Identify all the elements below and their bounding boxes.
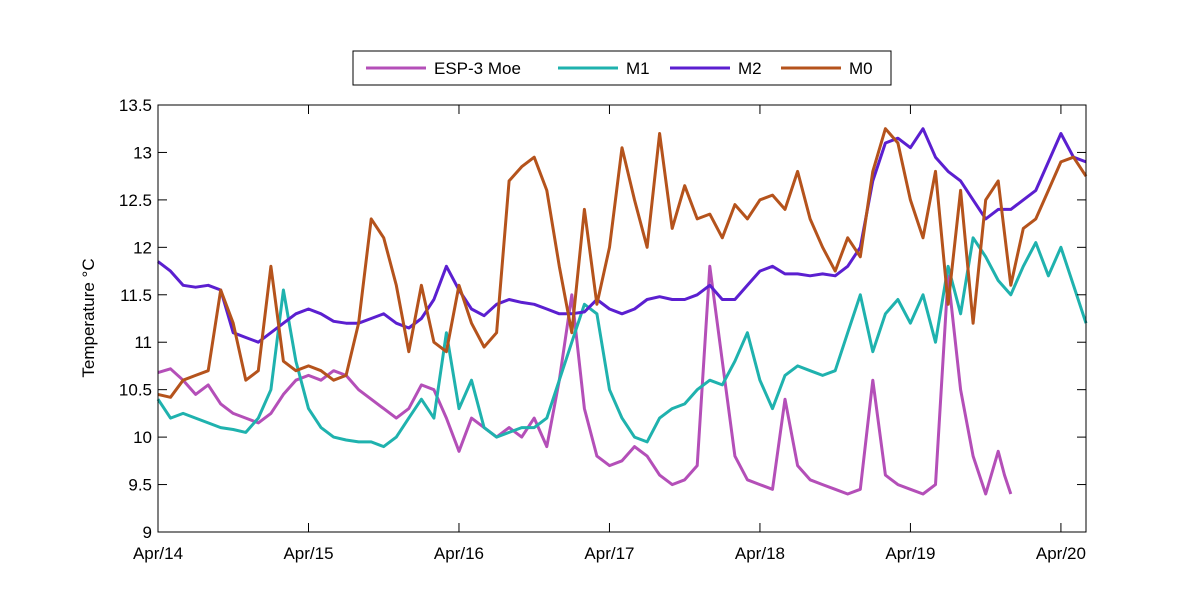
series-layer	[156, 127, 1088, 496]
y-tick-label: 10.5	[119, 381, 152, 400]
y-axis: 9 9.5 10 10.5 11 11.5 12 12.5 13 13.5	[119, 96, 1086, 542]
series-line-m1	[156, 236, 1088, 449]
series-line-m0	[157, 127, 1088, 399]
x-axis: Apr/14 Apr/15 Apr/16 Apr/17 Apr/18 Apr/19 Apr/…	[133, 105, 1086, 563]
series-line-esp-3-moe	[157, 264, 1013, 496]
plot-frame	[157, 104, 1087, 533]
x-tick-label: Apr/17	[584, 544, 634, 563]
y-tick-label: 11.5	[120, 286, 152, 305]
y-tick-label: 9	[143, 523, 152, 542]
y-tick-label: 12.5	[119, 191, 152, 210]
x-tick-label: Apr/18	[735, 544, 785, 563]
x-tick-label: Apr/19	[885, 544, 935, 563]
x-tick-label: Apr/20	[1036, 544, 1086, 563]
legend-label: ESP-3 Moe	[434, 59, 521, 78]
y-tick-label: 9.5	[128, 476, 152, 495]
legend-label: M1	[626, 59, 650, 78]
y-tick-label: 12	[133, 238, 152, 257]
legend: ESP-3 Moe M1 M2 M0	[352, 50, 892, 86]
legend-label: M2	[738, 59, 762, 78]
x-tick-label: Apr/16	[434, 544, 484, 563]
series-line-m2	[157, 127, 1087, 344]
y-tick-label: 13	[133, 143, 152, 162]
y-axis-label: Temperature °C	[79, 258, 98, 377]
y-tick-label: 10	[133, 428, 152, 447]
y-tick-label: 13.5	[119, 96, 152, 115]
x-tick-label: Apr/15	[283, 544, 333, 563]
x-tick-label: Apr/14	[133, 544, 183, 563]
legend-label: M0	[849, 59, 873, 78]
y-tick-label: 11	[134, 333, 152, 352]
